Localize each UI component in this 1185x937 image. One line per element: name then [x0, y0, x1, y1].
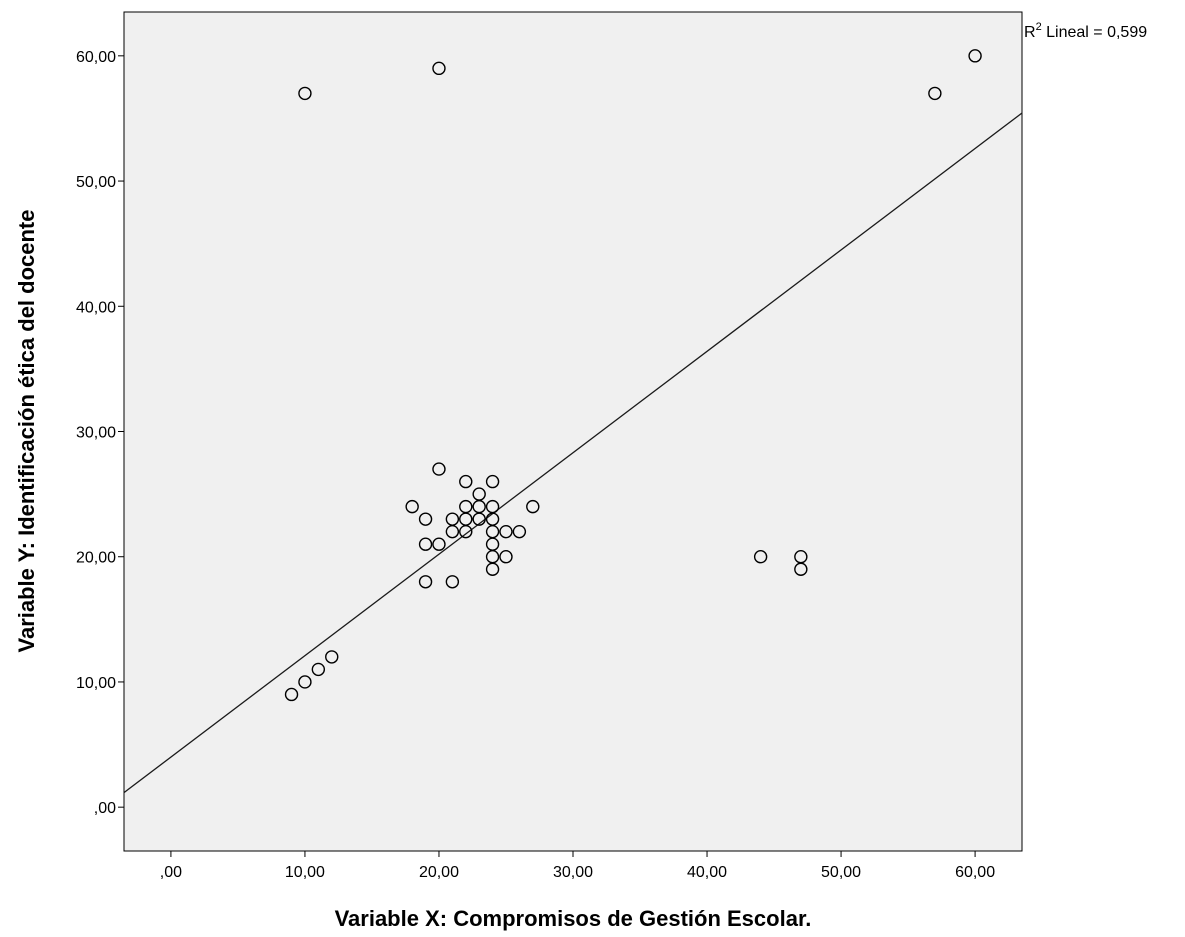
data-point: [298, 675, 312, 689]
data-point: [405, 499, 419, 514]
x-tick-label: 60,00: [955, 864, 995, 881]
data-point: [459, 524, 473, 539]
axis-ticks: ,00 10,00 20,00 30,00 40,00 50,00 60,00 ,00 10,0…: [76, 49, 995, 881]
x-tick-label: 30,00: [553, 864, 593, 881]
data-point: [445, 575, 460, 589]
y-tick-label: 20,00: [76, 550, 116, 567]
data-point: [311, 662, 326, 677]
data-point: [526, 499, 540, 514]
data-point: [499, 550, 513, 564]
data-point: [499, 524, 513, 539]
data-point: [472, 512, 486, 526]
data-point: [753, 550, 768, 564]
data-point: [418, 512, 433, 526]
data-point: [284, 687, 299, 702]
data-point: [459, 474, 473, 489]
r2-label: R2 Lineal = 0,599: [1024, 21, 1147, 41]
data-point: [445, 524, 460, 539]
data-point: [485, 562, 500, 576]
data-point: [512, 524, 527, 539]
data-point: [432, 537, 446, 551]
data-point: [928, 86, 942, 101]
data-point: [325, 650, 339, 664]
y-tick-label: 40,00: [76, 299, 116, 316]
x-tick-label: 10,00: [285, 864, 325, 881]
x-tick-label: 40,00: [687, 864, 727, 881]
y-tick-label: 10,00: [76, 675, 116, 692]
data-point: [418, 537, 433, 551]
data-point: [794, 562, 808, 576]
y-tick-label: ,00: [94, 800, 116, 817]
regression-line: [123, 112, 1023, 794]
y-tick-label: 60,00: [76, 49, 116, 66]
x-tick-label: 50,00: [821, 864, 861, 881]
data-point: [432, 61, 446, 76]
y-tick-label: 30,00: [76, 425, 116, 442]
plot-area: [123, 11, 1023, 852]
data-points: [284, 49, 982, 702]
x-tick-label: ,00: [160, 864, 182, 881]
x-axis-title: Variable X: Compromisos de Gestión Escol…: [335, 906, 812, 931]
data-point: [298, 86, 312, 101]
data-point: [485, 474, 500, 489]
y-axis-title: Variable Y: Identificación ética del doc…: [14, 210, 39, 653]
y-tick-label: 50,00: [76, 174, 116, 191]
data-point: [968, 49, 982, 63]
x-tick-label: 20,00: [419, 864, 459, 881]
data-point: [418, 575, 433, 589]
data-point: [432, 462, 446, 476]
